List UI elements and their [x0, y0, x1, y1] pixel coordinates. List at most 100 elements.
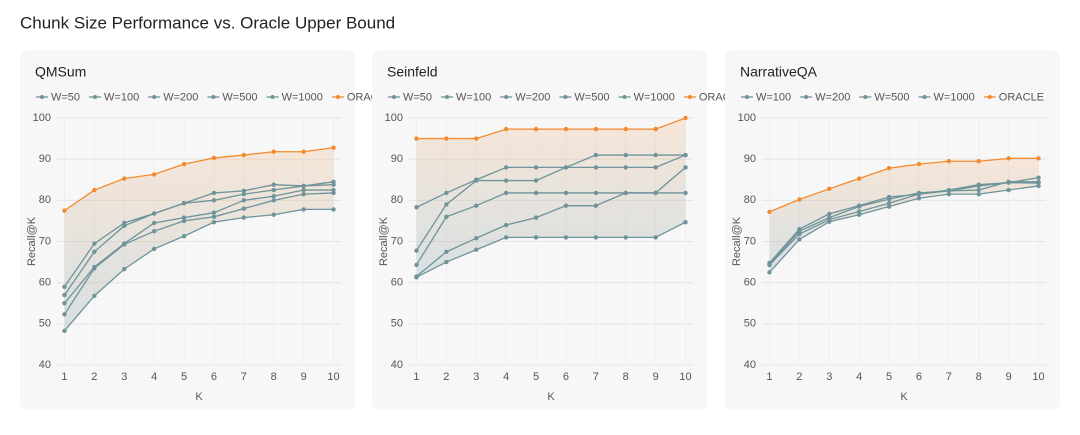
- data-point: [444, 249, 449, 254]
- series-line: [415, 154, 686, 251]
- data-point: [623, 152, 628, 158]
- x-tick-label: 4: [503, 371, 509, 383]
- data-point: [301, 207, 306, 212]
- data-point: [211, 210, 217, 215]
- data-point: [181, 161, 187, 167]
- data-point: [92, 293, 97, 299]
- x-tick-label: 10: [327, 371, 339, 383]
- data-point: [533, 165, 539, 170]
- data-point: [683, 152, 688, 158]
- y-tick-label: 60: [391, 277, 403, 289]
- series-line: [63, 181, 334, 288]
- series-line: [63, 184, 334, 296]
- x-tick-label: 7: [946, 371, 952, 383]
- data-point: [241, 206, 247, 211]
- data-point: [241, 198, 247, 203]
- data-point: [414, 205, 419, 210]
- data-point: [563, 235, 569, 240]
- data-point: [623, 165, 628, 170]
- data-point: [331, 187, 336, 193]
- data-point: [331, 179, 336, 185]
- legend-label: W=500: [222, 91, 257, 103]
- legend-item: W=50: [36, 91, 80, 103]
- data-point: [856, 209, 862, 214]
- legend-dot: [93, 95, 98, 99]
- data-point: [683, 165, 688, 170]
- x-tick-label: 1: [413, 371, 419, 383]
- data-point: [151, 246, 157, 252]
- data-point: [331, 145, 336, 150]
- data-point: [797, 237, 802, 242]
- series-line: [415, 192, 686, 266]
- data-point: [241, 215, 247, 220]
- legend-label: W=100: [756, 91, 791, 103]
- data-point: [653, 190, 658, 196]
- y-tick-label: 100: [738, 112, 756, 124]
- data-point: [151, 229, 157, 234]
- data-point: [151, 211, 157, 216]
- data-point: [503, 165, 509, 170]
- data-point: [62, 301, 67, 306]
- data-point: [827, 186, 832, 192]
- legend-dot: [622, 95, 627, 99]
- y-tick-label: 60: [39, 277, 51, 289]
- x-tick-label: 3: [121, 371, 127, 383]
- y-tick-label: 70: [391, 235, 403, 247]
- chart-title: Seinfeld: [387, 64, 438, 80]
- legend-label: W=50: [51, 91, 80, 103]
- legend-label: W=200: [515, 91, 550, 103]
- legend-dot: [40, 95, 44, 99]
- x-tick-label: 5: [886, 371, 892, 383]
- x-tick-label: 5: [533, 371, 539, 383]
- legend-dot: [687, 95, 692, 99]
- y-axis-label: Recall@K: [378, 216, 390, 266]
- data-point: [767, 209, 772, 215]
- data-point: [474, 136, 479, 141]
- data-point: [444, 202, 449, 207]
- legend-item: W=1000: [618, 91, 675, 103]
- data-point: [563, 165, 569, 170]
- data-point: [241, 188, 247, 194]
- data-point: [444, 259, 449, 265]
- data-point: [976, 191, 981, 197]
- x-tick-label: 2: [796, 371, 802, 383]
- y-tick-label: 70: [744, 235, 756, 247]
- data-point: [533, 190, 539, 196]
- oracle-gap-area: [64, 147, 334, 331]
- series-line: [769, 181, 1039, 266]
- x-tick-label: 5: [181, 371, 187, 383]
- data-point: [946, 159, 952, 164]
- data-point: [563, 126, 569, 132]
- chart-title: NarrativeQA: [740, 64, 818, 80]
- x-axis-label: K: [195, 391, 203, 403]
- series-line: [769, 157, 1039, 213]
- x-tick-label: 6: [563, 371, 569, 383]
- data-point: [916, 191, 922, 197]
- data-point: [301, 149, 306, 154]
- legend-label: W=500: [874, 91, 909, 103]
- data-point: [976, 159, 981, 164]
- data-point: [181, 218, 187, 224]
- x-tick-label: 6: [916, 371, 922, 383]
- data-point: [976, 182, 981, 187]
- x-tick-label: 7: [241, 371, 247, 383]
- data-point: [856, 203, 862, 208]
- legend-label: W=50: [403, 91, 432, 103]
- legend-label: W=500: [574, 91, 609, 103]
- data-point: [62, 328, 67, 334]
- y-tick-label: 50: [391, 318, 403, 330]
- data-point: [767, 270, 772, 275]
- data-point: [151, 220, 157, 226]
- legend-label: W=100: [104, 91, 139, 103]
- x-tick-label: 9: [653, 371, 659, 383]
- x-axis-label: K: [900, 391, 908, 403]
- y-axis-label: Recall@K: [26, 216, 38, 266]
- data-point: [563, 203, 569, 208]
- data-point: [1036, 175, 1041, 180]
- data-point: [563, 190, 569, 196]
- data-point: [653, 152, 658, 158]
- data-point: [444, 214, 449, 219]
- data-point: [241, 191, 247, 197]
- data-point: [122, 176, 127, 181]
- data-point: [271, 187, 276, 193]
